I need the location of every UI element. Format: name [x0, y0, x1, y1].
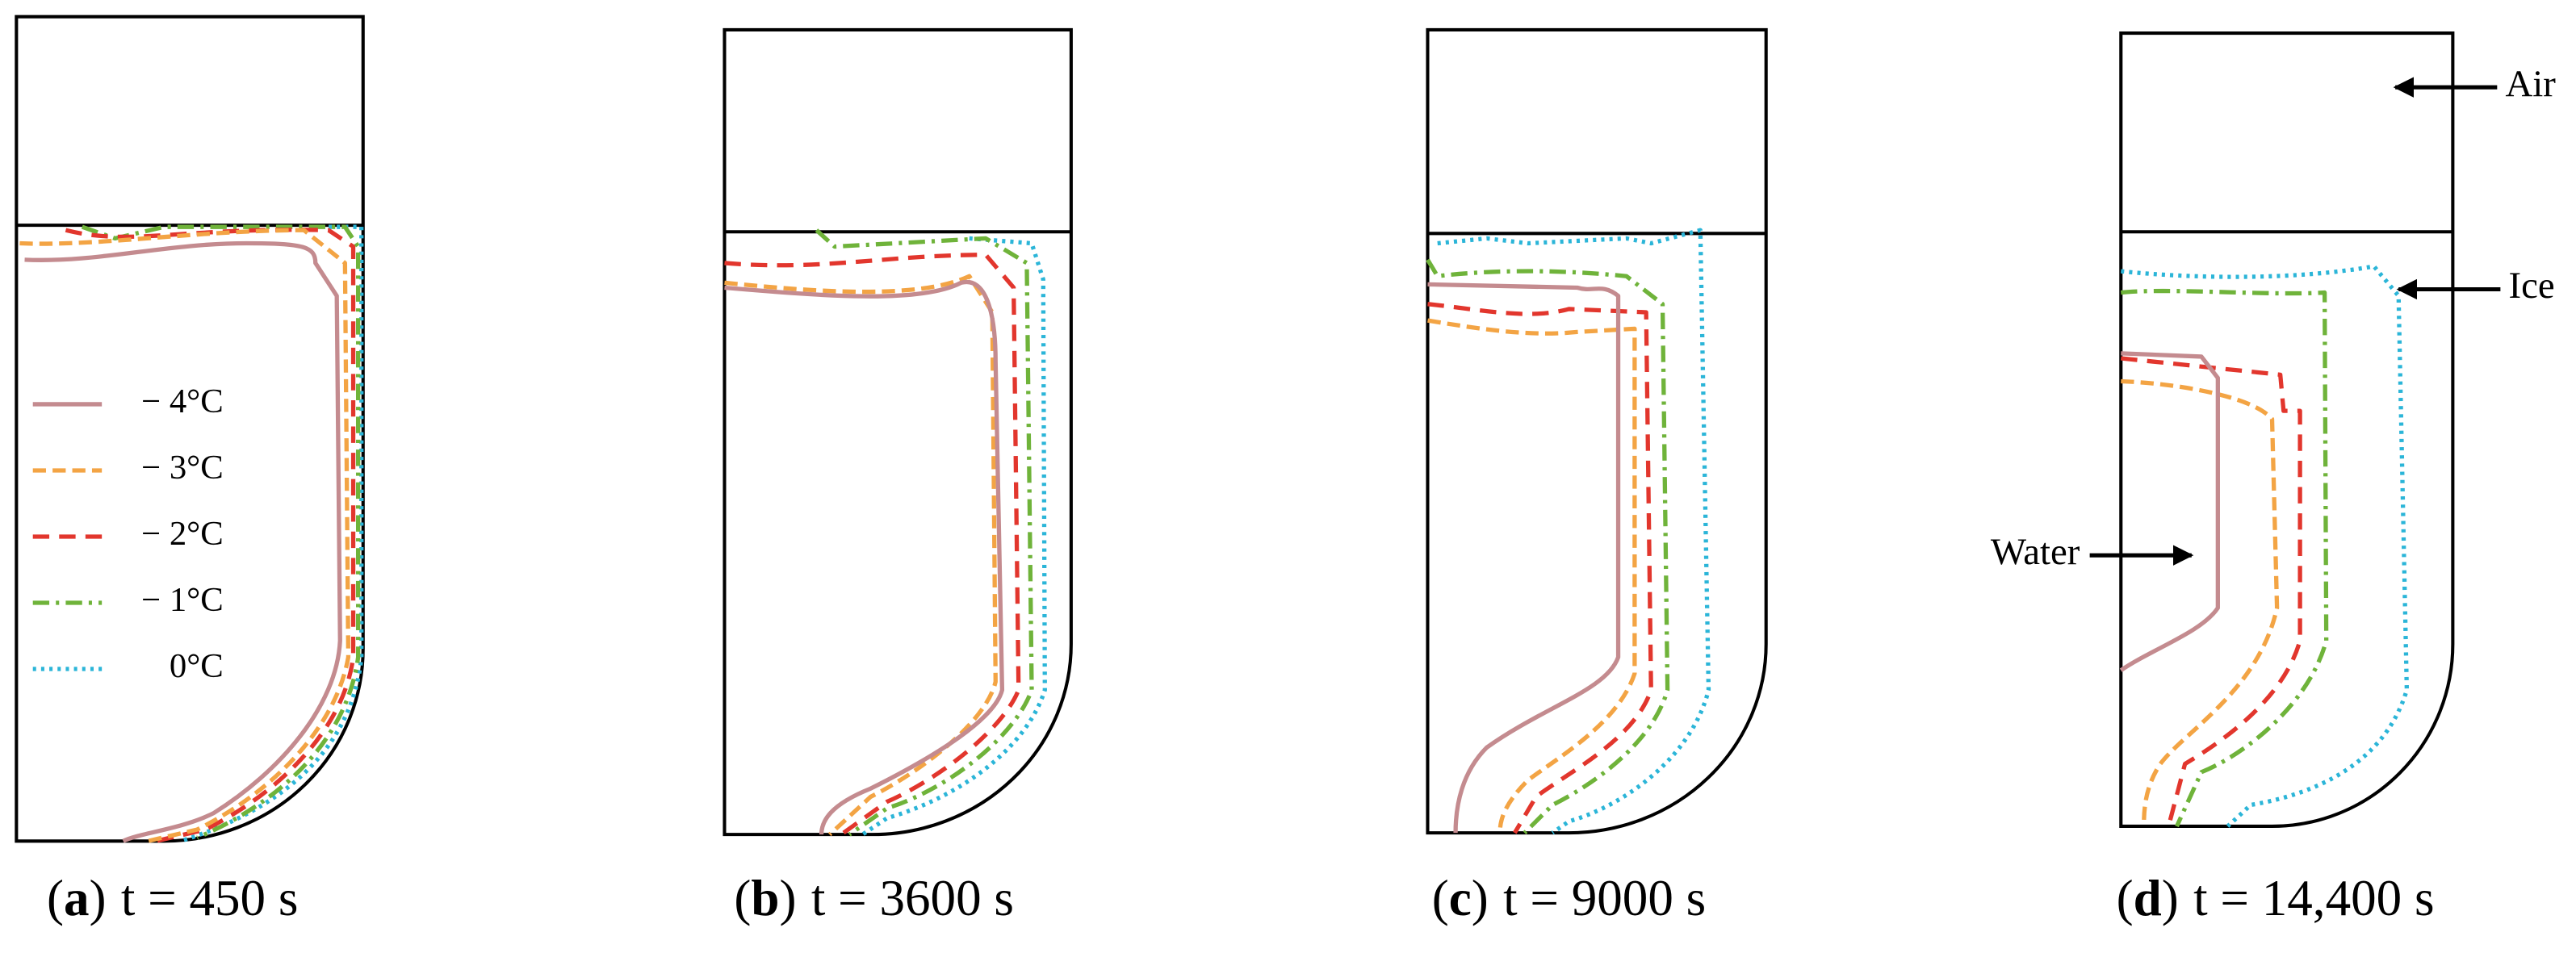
isotherm	[24, 240, 342, 843]
isotherm	[1427, 318, 1637, 834]
isotherm	[1427, 302, 1653, 834]
panel-label: (c)	[1432, 870, 1489, 926]
panel-caption: (d) t = 14,400 s	[2117, 870, 2435, 926]
container	[2119, 31, 2455, 829]
panel-label: (d)	[2117, 870, 2179, 926]
annotation-water: Water	[1991, 531, 2080, 573]
legend-label: − 1°C	[141, 581, 224, 619]
container	[723, 27, 1073, 837]
isotherm	[2121, 288, 2329, 828]
annotation-air: Air	[2505, 63, 2556, 105]
annotation-ice: Ice	[2509, 265, 2555, 307]
panel-b	[723, 27, 1073, 837]
panel-time: t = 450 s	[121, 870, 299, 926]
legend: − 4°C − 3°C − 2°C − 1°C 0°C	[32, 382, 224, 685]
isotherm	[724, 274, 998, 837]
isotherm	[1426, 258, 1670, 834]
panel-caption: (a) t = 450 s	[47, 870, 298, 926]
legend-label: − 4°C	[141, 382, 224, 420]
legend-label: − 3°C	[141, 449, 224, 487]
panel-c	[1426, 27, 1768, 835]
isotherm	[1427, 282, 1621, 834]
panel-d	[2119, 31, 2455, 829]
panel-time: t = 14,400 s	[2193, 870, 2434, 926]
isotherm	[724, 279, 1005, 835]
isotherm	[2121, 356, 2302, 827]
panel-label: (a)	[47, 870, 107, 926]
panel-time: t = 9000 s	[1503, 870, 1706, 926]
panel-a	[15, 15, 365, 843]
isotherm	[81, 224, 361, 840]
panel-time: t = 3600 s	[811, 870, 1014, 926]
container	[1426, 27, 1768, 835]
legend-label: − 2°C	[141, 515, 224, 553]
legend-label: 0°C	[170, 647, 224, 685]
panel-label: (b)	[734, 870, 796, 926]
isotherm	[19, 228, 351, 843]
isotherm	[2121, 378, 2280, 826]
isotherm	[1437, 228, 1711, 835]
captions: (a) t = 450 s (b) t = 3600 s (c) t = 9000 s (d…	[47, 870, 2435, 926]
isotherm	[861, 236, 1047, 837]
isotherm	[2121, 264, 2410, 828]
panel-caption: (c) t = 9000 s	[1432, 870, 1706, 926]
isotherm	[2119, 351, 2220, 672]
isotherm	[65, 228, 356, 843]
panel-caption: (b) t = 3600 s	[734, 870, 1014, 926]
isotherm	[724, 253, 1021, 837]
